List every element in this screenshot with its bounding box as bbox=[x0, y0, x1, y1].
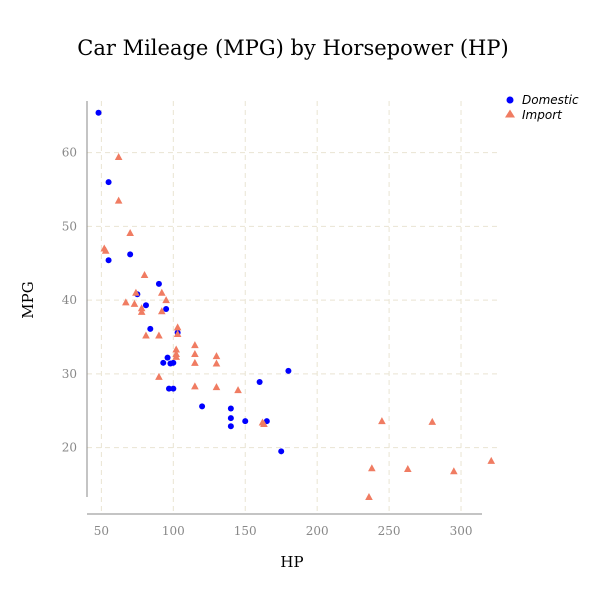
point-import bbox=[368, 464, 376, 472]
y-tick-label: 40 bbox=[62, 293, 77, 307]
point-import bbox=[137, 307, 146, 315]
point-import bbox=[137, 304, 146, 312]
point-domestic bbox=[105, 179, 112, 186]
point-domestic bbox=[242, 418, 249, 425]
point-import bbox=[212, 359, 221, 367]
x-axis-label: HP bbox=[280, 553, 303, 571]
grid bbox=[87, 101, 497, 514]
legend-marker-domestic bbox=[506, 96, 514, 104]
point-domestic bbox=[164, 354, 171, 361]
point-import bbox=[155, 372, 163, 380]
point-domestic bbox=[142, 302, 149, 309]
point-import bbox=[126, 229, 134, 237]
y-tick-label: 50 bbox=[62, 219, 77, 233]
x-tick-label: 250 bbox=[378, 524, 401, 538]
x-tick-label: 50 bbox=[94, 524, 109, 538]
point-import bbox=[158, 288, 166, 296]
point-import bbox=[101, 246, 110, 254]
y-tick-label: 20 bbox=[62, 441, 77, 455]
point-domestic bbox=[105, 257, 112, 264]
x-tick-label: 100 bbox=[162, 524, 185, 538]
chart-title: Car Mileage (MPG) by Horsepower (HP) bbox=[77, 36, 508, 60]
point-import bbox=[140, 271, 149, 279]
tick-labels: 50 100 150 200 250 300 20 30 40 50 60 bbox=[62, 146, 473, 538]
point-import bbox=[212, 383, 221, 391]
point-import bbox=[162, 296, 170, 304]
point-domestic bbox=[155, 280, 162, 287]
point-import bbox=[158, 307, 166, 315]
point-import bbox=[365, 493, 373, 501]
point-import bbox=[191, 358, 199, 366]
x-tick-label: 300 bbox=[450, 524, 473, 538]
point-domestic bbox=[147, 325, 154, 332]
point-import bbox=[378, 417, 386, 425]
point-import bbox=[173, 330, 182, 338]
point-import bbox=[114, 153, 123, 161]
point-import bbox=[450, 467, 458, 475]
point-domestic bbox=[163, 305, 170, 312]
point-import bbox=[122, 298, 130, 306]
y-tick-label: 60 bbox=[62, 146, 77, 160]
point-import bbox=[191, 382, 199, 390]
legend-label-import: Import bbox=[522, 108, 563, 122]
point-import bbox=[132, 288, 140, 296]
point-import bbox=[404, 465, 412, 473]
point-import bbox=[260, 420, 268, 428]
point-import bbox=[130, 299, 139, 307]
point-domestic bbox=[160, 359, 167, 366]
point-import bbox=[191, 341, 199, 349]
point-import bbox=[114, 196, 123, 204]
point-domestic bbox=[199, 403, 206, 410]
point-domestic bbox=[227, 423, 234, 430]
point-domestic bbox=[227, 405, 234, 412]
point-import bbox=[428, 417, 437, 425]
point-import bbox=[212, 352, 221, 360]
y-tick-label: 30 bbox=[62, 367, 77, 381]
point-domestic bbox=[285, 367, 292, 374]
point-domestic bbox=[95, 109, 102, 116]
point-import bbox=[155, 331, 163, 339]
data-points bbox=[95, 109, 496, 501]
point-domestic bbox=[227, 415, 234, 422]
point-domestic bbox=[256, 378, 263, 385]
x-tick-label: 200 bbox=[306, 524, 329, 538]
y-axis-label: MPG bbox=[19, 281, 37, 318]
point-import bbox=[234, 386, 242, 394]
x-tick-label: 150 bbox=[234, 524, 257, 538]
point-domestic bbox=[166, 385, 172, 392]
point-import bbox=[173, 323, 182, 331]
legend: Domestic Import bbox=[505, 93, 579, 122]
point-domestic bbox=[170, 385, 177, 392]
point-import bbox=[191, 349, 199, 357]
point-import bbox=[487, 456, 496, 464]
point-domestic bbox=[170, 359, 177, 366]
point-domestic bbox=[278, 448, 285, 455]
point-import bbox=[172, 345, 180, 353]
point-domestic bbox=[127, 251, 134, 258]
point-import bbox=[172, 352, 180, 360]
legend-marker-import bbox=[505, 109, 515, 118]
legend-label-domestic: Domestic bbox=[522, 93, 579, 107]
point-import bbox=[142, 331, 150, 339]
